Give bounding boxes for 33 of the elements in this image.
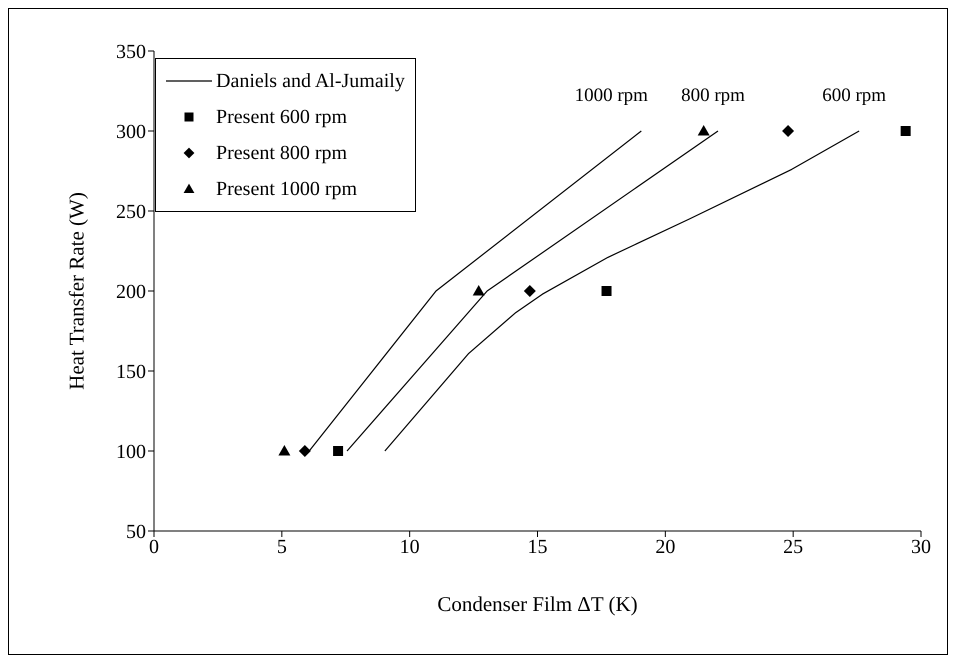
y-tick-label: 300 xyxy=(116,121,146,144)
x-tick-label: 10 xyxy=(400,536,420,558)
y-tick-label: 250 xyxy=(116,201,146,224)
point xyxy=(900,126,911,136)
x-axis-title: Condenser Film ΔT (K) xyxy=(437,592,638,616)
y-tick-label: 50 xyxy=(126,521,146,544)
point xyxy=(278,445,290,456)
y-tick-label: 100 xyxy=(116,441,146,464)
point xyxy=(524,285,536,297)
y-tick-label: 200 xyxy=(116,281,146,304)
x-tick-label: 0 xyxy=(149,536,159,558)
x-tick-label: 15 xyxy=(528,536,548,558)
legend-label: Present 800 rpm xyxy=(216,142,348,164)
legend-label: Daniels and Al-Jumaily xyxy=(216,70,405,92)
point xyxy=(698,125,710,136)
y-tick-label: 350 xyxy=(116,41,146,64)
y-axis-title: Heat Transfer Rate (W) xyxy=(64,192,88,390)
x-tick-label: 25 xyxy=(783,536,804,558)
annotation: 600 rpm xyxy=(822,85,886,106)
y-tick-label: 150 xyxy=(116,361,146,384)
annotation: 1000 rpm xyxy=(574,85,648,106)
annotation: 800 rpm xyxy=(681,85,746,106)
point xyxy=(333,446,344,456)
point xyxy=(602,286,612,296)
legend-label: Present 1000 rpm xyxy=(216,178,358,200)
x-tick-label: 30 xyxy=(911,536,931,558)
point xyxy=(298,445,311,457)
point xyxy=(472,285,485,296)
point xyxy=(782,125,794,137)
line-series xyxy=(384,130,860,452)
x-tick-label: 20 xyxy=(655,536,676,558)
legend-label: Present 600 rpm xyxy=(216,106,348,128)
x-tick-label: 5 xyxy=(276,536,287,558)
